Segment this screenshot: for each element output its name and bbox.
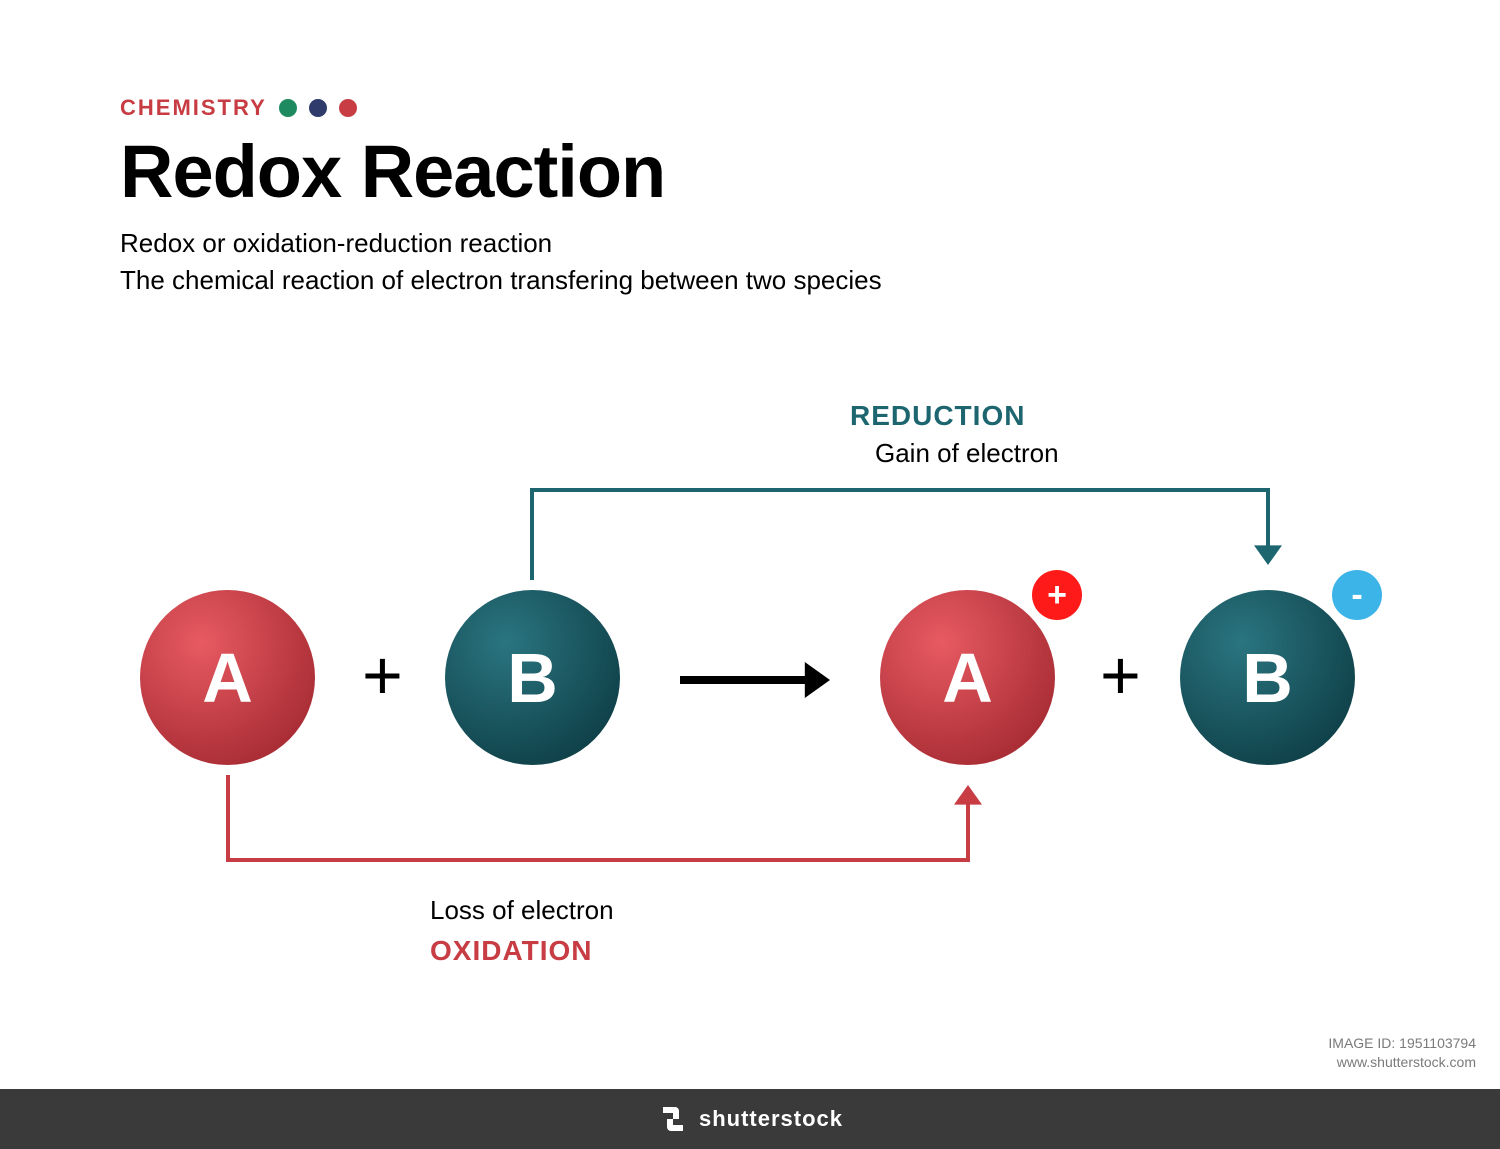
oxidation-subtitle: Loss of electron bbox=[430, 895, 614, 926]
category-row: CHEMISTRY bbox=[120, 95, 882, 121]
redox-diagram: REDUCTION Gain of electron A + B A + + B… bbox=[0, 380, 1500, 980]
subtitle-line-1: Redox or oxidation-reduction reaction bbox=[120, 228, 882, 259]
shutterstock-icon bbox=[657, 1103, 689, 1135]
image-meta: IMAGE ID: 1951103794 www.shutterstock.co… bbox=[1328, 1034, 1476, 1073]
footer-brand: shutterstock bbox=[699, 1106, 843, 1132]
footer-bar: shutterstock bbox=[0, 1089, 1500, 1149]
header: CHEMISTRY Redox Reaction Redox or oxidat… bbox=[120, 95, 882, 296]
oxidation-title: OXIDATION bbox=[430, 935, 592, 967]
category-label: CHEMISTRY bbox=[120, 95, 267, 121]
image-site: www.shutterstock.com bbox=[1328, 1053, 1476, 1073]
page-title: Redox Reaction bbox=[120, 129, 882, 214]
dot-3 bbox=[339, 99, 357, 117]
oxidation-arrow bbox=[0, 380, 1500, 980]
dot-2 bbox=[309, 99, 327, 117]
footer-logo: shutterstock bbox=[657, 1103, 843, 1135]
image-id: IMAGE ID: 1951103794 bbox=[1328, 1034, 1476, 1054]
dot-1 bbox=[279, 99, 297, 117]
subtitle-line-2: The chemical reaction of electron transf… bbox=[120, 265, 882, 296]
